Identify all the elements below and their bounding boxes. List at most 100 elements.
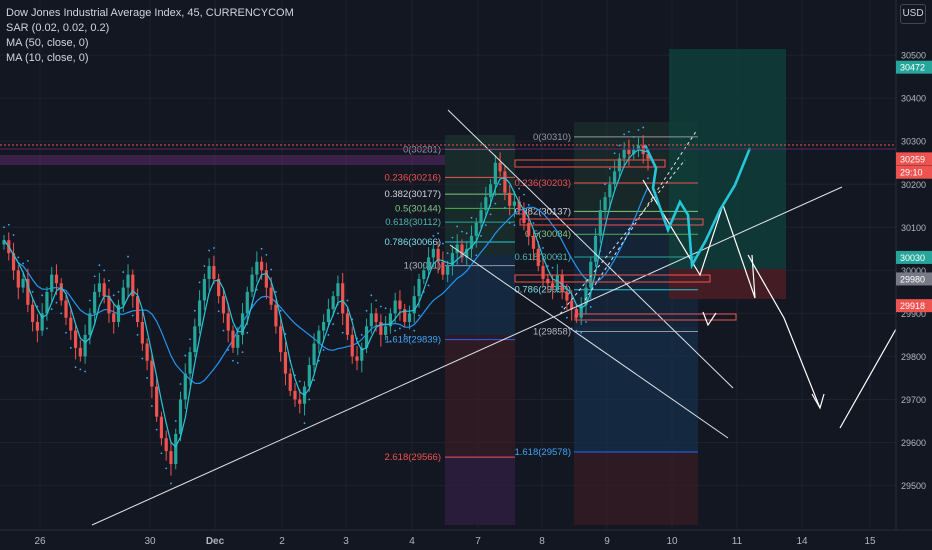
candle-body: [603, 197, 607, 211]
candle-body: [369, 313, 373, 327]
candle-body: [493, 162, 497, 185]
fib-zone-1: [445, 135, 515, 525]
candle-body: [498, 162, 502, 172]
sar-dot: [112, 294, 115, 297]
candle-body: [59, 283, 63, 301]
candle-body: [488, 184, 493, 198]
candle-body: [202, 278, 206, 301]
sar-dot: [389, 340, 392, 343]
candle-body: [279, 326, 283, 353]
time-axis[interactable]: [0, 530, 896, 550]
sar-dot: [12, 234, 15, 236]
sar-dot: [122, 271, 125, 273]
time-tick: 7: [475, 536, 481, 547]
candle-body: [417, 278, 421, 297]
candle-body: [83, 334, 87, 357]
currency-button[interactable]: USD: [900, 4, 926, 24]
sar-dot: [556, 255, 559, 258]
sar-dot: [136, 334, 139, 336]
sar-dot: [613, 152, 616, 155]
sar-dot: [298, 380, 301, 383]
sar-dot: [575, 329, 578, 332]
sar-dot: [585, 321, 587, 323]
position-box: [669, 49, 786, 299]
candle-body: [102, 283, 106, 297]
candle-body: [293, 390, 297, 400]
ma10-indicator-label[interactable]: MA (10, close, 0): [6, 52, 89, 64]
candle-body: [412, 296, 416, 314]
sar-dot: [542, 247, 544, 249]
price-tick: 30000: [901, 266, 926, 276]
candle-body: [78, 347, 82, 357]
time-tick: 4: [409, 536, 415, 547]
sar-dot: [623, 133, 626, 136]
sar-dot: [513, 224, 516, 227]
candle-body: [364, 326, 369, 348]
sar-dot: [370, 294, 373, 297]
fib-level-label: 0.5(30084): [525, 229, 571, 240]
candle-body: [379, 322, 383, 335]
price-marker-box: [896, 272, 932, 286]
candle-body: [112, 313, 116, 322]
time-tick: 14: [796, 536, 808, 547]
sar-dot: [580, 331, 583, 334]
fib-level-label: 0.5(30144): [395, 203, 441, 214]
price-tick: 29700: [901, 395, 926, 405]
sar-dot: [146, 377, 149, 379]
sar-dot: [313, 379, 315, 382]
forecast-path: [643, 144, 752, 270]
sar-indicator-label[interactable]: SAR (0.02, 0.02, 0.2): [6, 22, 110, 34]
candle-body: [197, 300, 202, 327]
symbol-title[interactable]: Dow Jones Industrial Average Index, 45, …: [6, 7, 294, 19]
sar-dot: [451, 236, 454, 239]
candle-body: [240, 313, 245, 335]
resistance-zone: [0, 155, 445, 165]
sar-dot: [189, 338, 191, 341]
candle-body: [336, 283, 340, 297]
candle-body: [326, 309, 330, 322]
sar-dot: [365, 309, 368, 312]
fib-level-label: 1(29858): [533, 326, 571, 337]
candle-body: [531, 235, 536, 249]
candle-body: [627, 149, 631, 155]
sar-dot: [561, 306, 564, 308]
sar-dot: [212, 247, 215, 249]
price-markers: 30472 30259 29:10 30030 29980 29918: [896, 60, 932, 313]
price-tick: 30500: [901, 51, 926, 61]
price-marker-box: [896, 299, 932, 313]
price-marker-box: [896, 152, 932, 166]
candle-body: [116, 304, 121, 322]
ma10-path: [3, 149, 649, 448]
sar-dot: [150, 405, 153, 407]
sar-dot: [69, 346, 72, 349]
candle-body: [145, 343, 149, 361]
time-tick: 10: [666, 536, 678, 547]
candle-body: [298, 399, 302, 404]
price-marker-text: 29918: [900, 301, 925, 311]
sar-dot: [341, 331, 344, 334]
sar-dot: [279, 309, 282, 312]
candle-body: [322, 322, 326, 331]
candle-body: [2, 240, 6, 245]
sar-dot: [346, 299, 349, 302]
sar-dot: [31, 290, 34, 293]
sar-dot: [88, 299, 91, 302]
sar-dot: [141, 357, 144, 360]
time-tick: 9: [604, 536, 610, 547]
candle-body: [450, 253, 455, 267]
candle-body: [517, 201, 521, 211]
ma50-indicator-label[interactable]: MA (50, close, 0): [6, 37, 89, 49]
sar-dot: [103, 269, 106, 272]
candle-body: [260, 261, 264, 271]
sar-dot: [437, 232, 440, 235]
candle-body: [183, 373, 187, 400]
fib-level-label: 1(30011): [404, 261, 441, 272]
time-tick-labels: 26 30 Dec 2 3 4 7 8 9 10 11 14 15: [34, 536, 876, 547]
sar-dot: [131, 314, 134, 317]
candle-body: [135, 296, 140, 322]
sar-dot: [41, 294, 44, 297]
sar-dot: [155, 428, 158, 431]
sar-dot: [55, 301, 58, 304]
candle-body: [164, 438, 168, 452]
